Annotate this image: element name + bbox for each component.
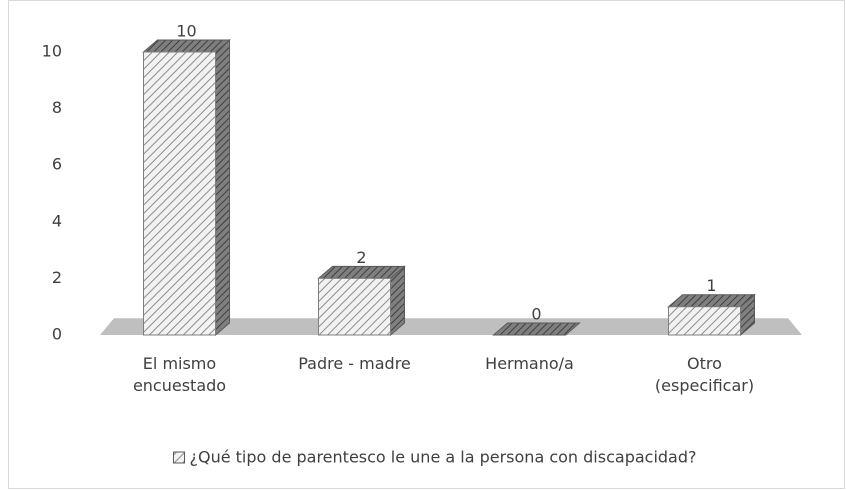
floor <box>100 318 802 335</box>
y-tick-label: 2 <box>52 268 62 287</box>
value-label: 2 <box>356 248 366 267</box>
legend-label: ¿Qué tipo de parentesco le une a la pers… <box>190 448 697 467</box>
value-label: 1 <box>706 276 716 295</box>
bar-side <box>215 38 230 337</box>
y-tick-label: 0 <box>52 325 62 344</box>
value-label: 10 <box>176 22 196 41</box>
chart-border <box>8 0 845 489</box>
legend-swatch <box>173 451 185 464</box>
y-tick-label: 10 <box>42 42 62 61</box>
y-tick-label: 8 <box>52 98 62 117</box>
bar-top <box>667 294 756 308</box>
bar-top <box>492 322 581 336</box>
value-label: 0 <box>531 305 541 324</box>
y-tick-label: 4 <box>52 211 62 230</box>
bar <box>668 306 741 336</box>
x-tick-label: Otro (especificar) <box>654 354 755 395</box>
bar <box>143 51 216 336</box>
bar-top <box>142 39 231 53</box>
y-tick-label: 6 <box>52 155 62 174</box>
x-tick-label: El mismo encuestado <box>132 354 227 395</box>
x-tick-label: Padre - madre <box>298 354 411 373</box>
bar <box>318 277 391 336</box>
x-tick-label: Hermano/a <box>485 354 574 373</box>
bar-top <box>317 265 406 279</box>
